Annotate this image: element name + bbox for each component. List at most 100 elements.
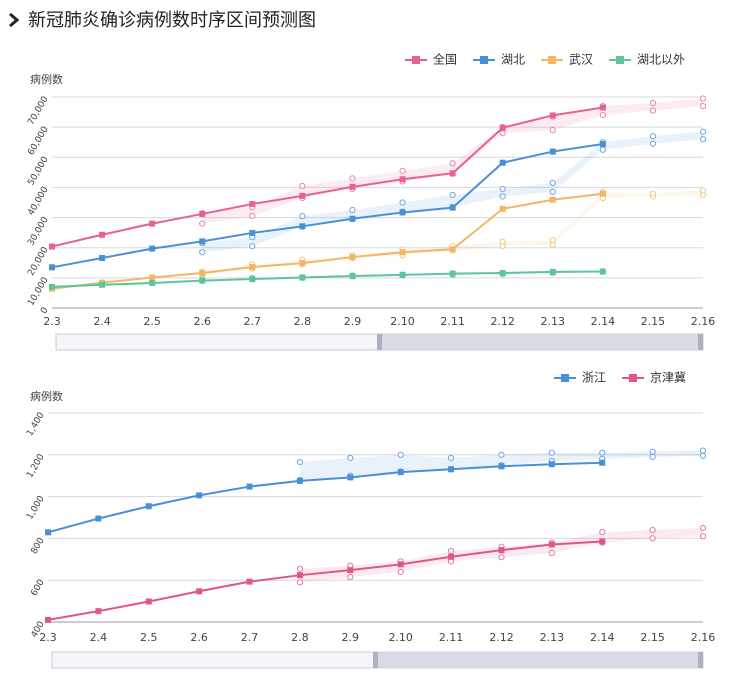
interval-band bbox=[652, 190, 703, 197]
interval-band bbox=[602, 136, 653, 150]
y-tick-label: 60,000 bbox=[26, 125, 51, 158]
data-point bbox=[449, 270, 456, 277]
interval-point bbox=[347, 454, 354, 462]
x-tick-label: 2.6 bbox=[190, 631, 208, 644]
x-tick-label: 2.3 bbox=[43, 315, 61, 328]
data-point bbox=[349, 273, 356, 280]
interval-point bbox=[649, 190, 657, 197]
legend-swatch bbox=[548, 56, 556, 64]
interval-point bbox=[649, 99, 657, 107]
y-tick-label: 1,200 bbox=[25, 452, 47, 480]
interval-point bbox=[199, 220, 206, 227]
series-line bbox=[51, 106, 604, 248]
interval-point bbox=[699, 452, 707, 459]
data-point bbox=[95, 515, 102, 522]
x-tick-label: 2.14 bbox=[591, 315, 616, 328]
interval-band bbox=[252, 185, 303, 217]
interval-band bbox=[652, 98, 703, 111]
series-line bbox=[51, 270, 603, 288]
interval-point bbox=[649, 133, 657, 140]
x-tick-label: 2.6 bbox=[193, 315, 211, 328]
data-point bbox=[399, 249, 406, 256]
interval-point bbox=[599, 146, 606, 153]
x-tick-label: 2.15 bbox=[640, 631, 665, 644]
data-point bbox=[149, 245, 156, 252]
data-point bbox=[499, 205, 506, 212]
interval-point bbox=[199, 249, 206, 256]
data-point bbox=[599, 459, 606, 466]
x-tick-label: 2.10 bbox=[390, 315, 415, 328]
interval-point bbox=[249, 212, 256, 220]
data-point bbox=[449, 204, 456, 211]
data-point bbox=[448, 466, 455, 473]
data-point bbox=[299, 260, 306, 267]
interval-band bbox=[299, 565, 351, 583]
data-point bbox=[149, 220, 156, 227]
interval-band bbox=[299, 457, 351, 480]
interval-point bbox=[699, 524, 707, 532]
interval-point bbox=[447, 454, 455, 462]
interval-band bbox=[552, 106, 603, 131]
slider-window bbox=[375, 652, 703, 668]
legend-label: 武汉 bbox=[569, 53, 593, 67]
data-point bbox=[145, 598, 152, 605]
interval-point bbox=[296, 579, 304, 586]
y-tick-label: 20,000 bbox=[26, 245, 51, 278]
x-tick-label: 2.16 bbox=[691, 315, 716, 328]
data-point bbox=[199, 210, 206, 217]
interval-point bbox=[699, 128, 707, 135]
interval-band bbox=[551, 452, 603, 462]
interval-point bbox=[399, 167, 406, 174]
x-tick-label: 2.13 bbox=[540, 631, 565, 644]
data-point bbox=[399, 209, 406, 216]
interval-band bbox=[501, 452, 552, 466]
data-point bbox=[249, 229, 256, 236]
interval-band bbox=[602, 191, 653, 198]
interval-point bbox=[649, 448, 656, 455]
data-point bbox=[349, 215, 356, 222]
interval-band bbox=[602, 103, 653, 116]
x-tick-label: 2.13 bbox=[541, 315, 566, 328]
legend-swatch bbox=[616, 56, 624, 64]
data-point bbox=[548, 541, 555, 548]
slider-window bbox=[379, 334, 703, 350]
interval-point bbox=[649, 535, 656, 542]
interval-point bbox=[548, 449, 555, 456]
data-point bbox=[399, 176, 406, 183]
data-point bbox=[448, 553, 455, 560]
data-point bbox=[549, 148, 556, 155]
data-point bbox=[397, 469, 404, 476]
x-tick-label: 2.9 bbox=[342, 631, 360, 644]
interval-band bbox=[352, 202, 403, 220]
interval-point bbox=[649, 526, 656, 534]
data-point bbox=[249, 276, 256, 283]
data-point bbox=[599, 104, 606, 111]
x-tick-label: 2.15 bbox=[641, 315, 666, 328]
data-point bbox=[45, 529, 51, 536]
interval-point bbox=[249, 243, 256, 250]
data-point bbox=[296, 572, 303, 579]
legend-label: 全国 bbox=[433, 52, 457, 67]
interval-point bbox=[699, 95, 707, 102]
interval-band bbox=[502, 240, 553, 247]
interval-point bbox=[399, 199, 406, 206]
data-point bbox=[49, 264, 55, 271]
data-point bbox=[449, 246, 456, 253]
x-tick-label: 2.12 bbox=[489, 631, 514, 644]
slider-handle bbox=[377, 334, 382, 350]
legend-label: 浙江 bbox=[582, 371, 606, 385]
interval-point bbox=[296, 459, 304, 466]
interval-point bbox=[299, 212, 306, 220]
interval-point bbox=[499, 185, 506, 193]
x-tick-label: 2.8 bbox=[294, 315, 312, 328]
interval-point bbox=[549, 188, 556, 196]
slider-handle bbox=[373, 652, 378, 668]
x-tick-label: 2.3 bbox=[39, 631, 57, 644]
data-point bbox=[196, 492, 203, 499]
data-point bbox=[399, 271, 406, 278]
interval-point bbox=[649, 453, 656, 460]
interval-band bbox=[202, 207, 253, 224]
interval-point bbox=[499, 130, 506, 137]
interval-point bbox=[498, 451, 505, 458]
y-tick-label: 50,000 bbox=[26, 155, 51, 188]
